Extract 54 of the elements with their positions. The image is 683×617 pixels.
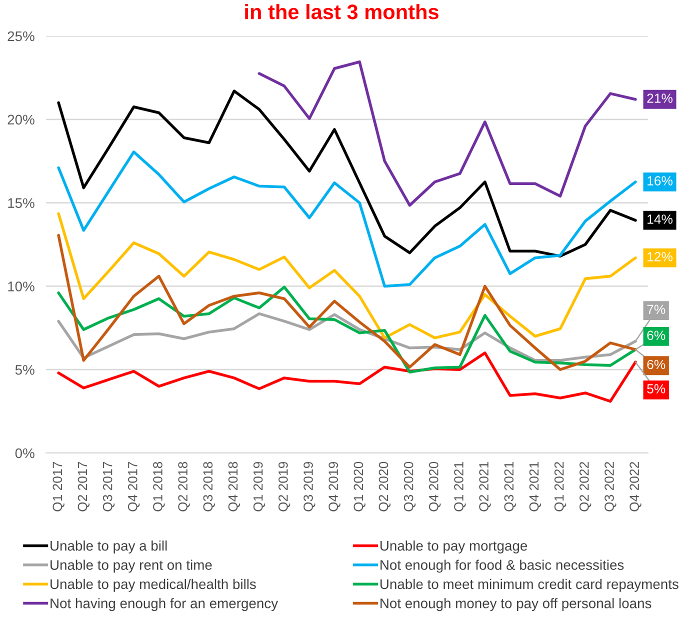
x-tick-label: Q2 2022 [579, 462, 592, 512]
x-tick-label: Q1 2020 [354, 462, 366, 512]
x-tick-label: Q2 2019 [278, 462, 290, 512]
data-label: 21% [647, 94, 673, 103]
line-series [57, 90, 637, 258]
x-tick-label: Q2 2020 [378, 462, 391, 512]
x-tick-label: Q2 2021 [479, 462, 491, 512]
data-label: 6% [647, 360, 666, 370]
legend-label: Unable to pay rent on time [50, 560, 212, 573]
x-tick-label: Q1 2022 [554, 462, 566, 512]
x-tick-label: Q1 2018 [153, 462, 165, 512]
data-label: 7% [647, 304, 666, 314]
data-label: 16% [648, 176, 673, 186]
x-tick-label: Q4 2021 [529, 462, 542, 512]
legend-label: Not having enough for an emergency [50, 598, 278, 612]
legend-label: Unable to pay medical/health bills [50, 578, 256, 592]
y-tick-label: 0% [15, 448, 34, 458]
line-series [258, 60, 637, 207]
line-series [57, 352, 637, 403]
x-tick-label: Q4 2022 [630, 462, 642, 512]
x-tick-label: Q4 2018 [228, 462, 240, 512]
x-tick-label: Q3 2020 [404, 462, 416, 512]
x-tick-label: Q4 2017 [128, 462, 140, 512]
legend-label: Unable to meet minimum credit card repayments [380, 578, 678, 592]
data-label: 12% [648, 252, 673, 262]
data-label: 6% [647, 330, 666, 340]
x-tick-label: Q3 2018 [203, 462, 215, 512]
x-tick-label: Q4 2019 [328, 462, 340, 512]
legend-label: Not enough money to pay off personal loans [380, 598, 652, 612]
line-series [57, 286, 637, 374]
line-series [57, 234, 637, 371]
y-tick-label: 25% [8, 31, 34, 42]
line-series [57, 212, 637, 340]
y-tick-label: 10% [8, 282, 34, 292]
y-tick-label: 5% [15, 364, 34, 375]
legend-label: Unable to pay mortgage [380, 540, 528, 554]
y-tick-label: 20% [8, 114, 34, 125]
x-tick-label: Q4 2020 [428, 462, 441, 512]
x-tick-label: Q3 2017 [102, 462, 115, 512]
x-tick-label: Q3 2022 [604, 462, 616, 512]
x-tick-label: Q3 2019 [304, 462, 316, 512]
x-tick-label: Q1 2019 [253, 462, 266, 512]
x-tick-label: Q1 2021 [454, 462, 466, 512]
data-label: 5% [647, 384, 666, 394]
data-label: 14% [648, 214, 673, 224]
legend-label: Unable to pay a bill [50, 540, 167, 554]
y-tick-label: 15% [8, 198, 34, 208]
line-series [57, 150, 637, 288]
x-tick-label: Q2 2018 [178, 462, 190, 512]
legend-label: Not enough for food & basic necessities [380, 560, 624, 573]
chart-title: in the last 3 months [245, 4, 438, 20]
x-tick-label: Q3 2021 [504, 462, 516, 512]
x-tick-label: Q1 2017 [52, 462, 64, 512]
x-tick-label: Q2 2017 [78, 462, 90, 512]
